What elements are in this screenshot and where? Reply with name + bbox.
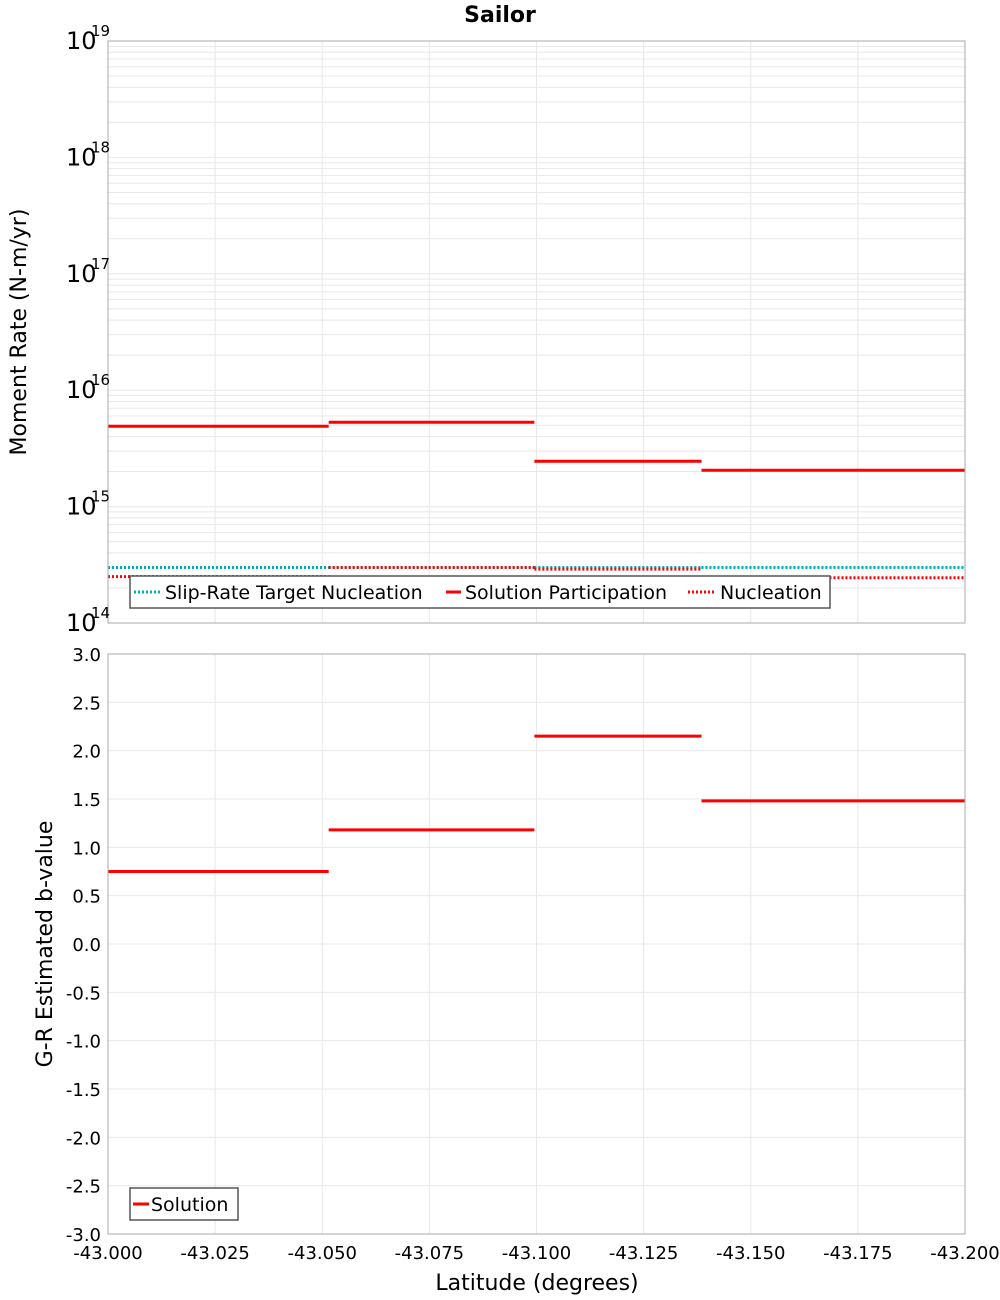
x-tick-label: -43.175: [823, 1243, 892, 1264]
x-tick-label: -43.075: [395, 1243, 464, 1264]
x-tick-label: -43.025: [180, 1243, 249, 1264]
top-grid: [107, 41, 966, 624]
top-y-tick-exponent: 18: [91, 138, 110, 156]
top-y-axis-label: Moment Rate (N-m/yr): [7, 209, 32, 456]
x-tick-label: -43.050: [288, 1243, 357, 1264]
legend-label-target: Slip-Rate Target Nucleation: [165, 582, 423, 604]
top-plot-frame: [107, 40, 966, 624]
bottom-y-tick-label: 1.5: [72, 790, 101, 811]
top-y-tick-label: 10: [66, 376, 97, 404]
bottom-y-tick-label: 1.0: [72, 838, 101, 859]
bottom-y-tick-label: 2.5: [72, 693, 101, 714]
bottom-grid: [107, 653, 966, 1235]
bottom-y-tick-label: -1.0: [66, 1032, 101, 1053]
x-tick-label: -43.000: [73, 1243, 142, 1264]
x-tick-label: -43.150: [716, 1243, 785, 1264]
top-y-tick-label: 10: [66, 27, 97, 55]
bottom-y-axis-label: G-R Estimated b-value: [33, 821, 58, 1068]
x-tick-label: -43.100: [502, 1243, 571, 1264]
top-y-tick-exponent: 17: [91, 255, 110, 273]
top-y-tick-label: 10: [66, 143, 97, 171]
x-tick-label: -43.200: [930, 1243, 999, 1264]
legend-label-solution: Solution: [151, 1194, 228, 1216]
bottom-x-ticks: -43.000 -43.025 -43.050 -43.075 -43.100 -43.1…: [73, 1243, 999, 1264]
bottom-y-tick-label: -1.5: [66, 1080, 101, 1101]
bottom-y-tick-label: 2.0: [72, 742, 101, 763]
bottom-y-tick-label: -0.5: [66, 983, 101, 1004]
top-y-tick-exponent: 16: [91, 371, 110, 389]
top-y-tick-exponent: 15: [91, 488, 110, 506]
bottom-series: [108, 734, 965, 873]
bottom-y-tick-label: 0.0: [72, 935, 101, 956]
top-y-tick-label: 10: [66, 260, 97, 288]
legend-label-solution-participation: Solution Participation: [465, 582, 667, 604]
bottom-y-tick-label: -2.0: [66, 1128, 101, 1149]
top-y-tick-label: 10: [66, 493, 97, 521]
bottom-plot-frame: [107, 653, 966, 1235]
legend-label-nucleation: Nucleation: [720, 582, 822, 604]
top-y-tick-exponent: 14: [91, 604, 110, 622]
bottom-y-tick-label: 0.5: [72, 887, 101, 908]
top-legend: Slip-Rate Target Nucleation Solution Par…: [129, 575, 831, 609]
x-axis-label: Latitude (degrees): [435, 1271, 638, 1296]
bottom-y-tick-label: -3.0: [66, 1225, 101, 1246]
top-y-tick-exponent: 19: [91, 22, 110, 40]
bottom-y-tick-label: -2.5: [66, 1177, 101, 1198]
bottom-y-ticks: 3.0 2.5 2.0 1.5 1.0 0.5 0.0 -0.5 -1.0 -1.5 -2.0 -2.…: [66, 645, 101, 1246]
bottom-legend: Solution: [129, 1187, 239, 1221]
x-tick-label: -43.125: [609, 1243, 678, 1264]
top-y-tick-label: 10: [66, 609, 97, 637]
bottom-y-tick-label: 3.0: [72, 645, 101, 666]
chart-title: Sailor: [464, 3, 536, 28]
